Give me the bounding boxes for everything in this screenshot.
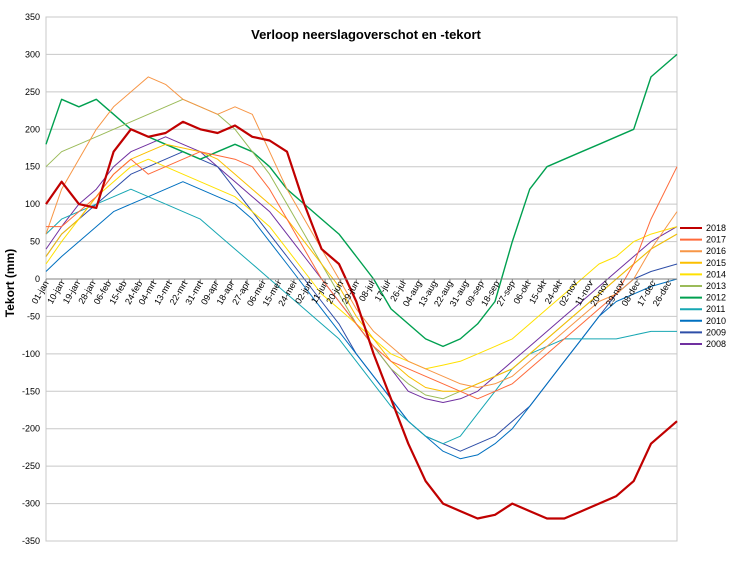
legend-label-2016: 2016 [706, 246, 726, 256]
legend-label-2009: 2009 [706, 327, 726, 337]
legend-label-2012: 2012 [706, 293, 726, 303]
y-tick-label: -350 [22, 536, 40, 546]
y-tick-label: 0 [35, 274, 40, 284]
series-line-2016 [45, 76, 678, 388]
series-line-2018 [45, 120, 678, 520]
legend-label-2008: 2008 [706, 339, 726, 349]
y-tick-label: 300 [25, 49, 40, 59]
y-tick-label: 150 [25, 162, 40, 172]
y-axis: -350 -300 -250 -200 -150 -100 -50 0 50 100 150 200 2… [22, 12, 40, 546]
y-tick-label: -300 [22, 499, 40, 509]
legend-label-2015: 2015 [706, 258, 726, 268]
legend-label-2013: 2013 [706, 281, 726, 291]
y-tick-label: -250 [22, 461, 40, 471]
y-tick-label: -100 [22, 349, 40, 359]
legend-label-2014: 2014 [706, 269, 726, 279]
y-tick-label: -200 [22, 424, 40, 434]
legend-label-2010: 2010 [706, 316, 726, 326]
y-tick-label: 200 [25, 124, 40, 134]
y-tick-label: 250 [25, 87, 40, 97]
y-tick-label: -50 [27, 311, 40, 321]
y-tick-label: 100 [25, 199, 40, 209]
y-tick-label: -150 [22, 386, 40, 396]
series-line-2017 [46, 151, 678, 400]
legend-label-2018: 2018 [706, 223, 726, 233]
series-line-2015 [45, 143, 678, 392]
chart-title: Verloop neerslagoverschot en -tekort [251, 27, 481, 42]
y-axis-label: Tekort (mm) [3, 249, 17, 317]
legend-label-2017: 2017 [706, 235, 726, 245]
y-tick-label: 50 [30, 237, 40, 247]
series-lines [45, 53, 678, 520]
legend-label-2011: 2011 [706, 304, 725, 314]
y-tick-label: 350 [25, 12, 40, 22]
